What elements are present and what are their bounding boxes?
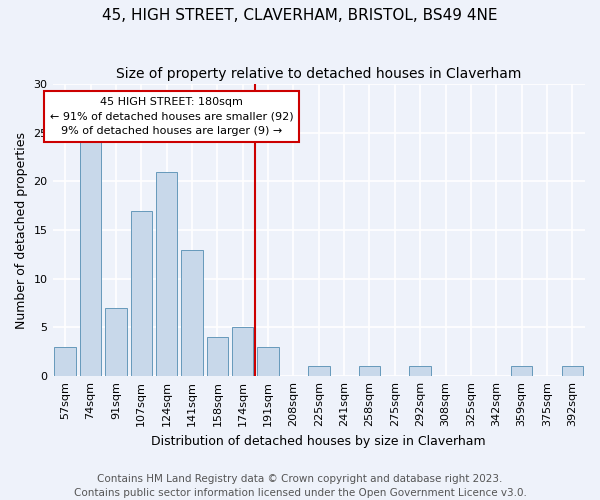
- X-axis label: Distribution of detached houses by size in Claverham: Distribution of detached houses by size …: [151, 434, 486, 448]
- Title: Size of property relative to detached houses in Claverham: Size of property relative to detached ho…: [116, 68, 521, 82]
- Bar: [257, 347, 279, 376]
- Bar: [55, 347, 76, 376]
- Bar: [562, 366, 583, 376]
- Bar: [308, 366, 329, 376]
- Bar: [80, 132, 101, 376]
- Bar: [105, 308, 127, 376]
- Bar: [511, 366, 532, 376]
- Bar: [359, 366, 380, 376]
- Bar: [409, 366, 431, 376]
- Bar: [156, 172, 178, 376]
- Text: Contains HM Land Registry data © Crown copyright and database right 2023.
Contai: Contains HM Land Registry data © Crown c…: [74, 474, 526, 498]
- Y-axis label: Number of detached properties: Number of detached properties: [15, 132, 28, 328]
- Text: 45, HIGH STREET, CLAVERHAM, BRISTOL, BS49 4NE: 45, HIGH STREET, CLAVERHAM, BRISTOL, BS4…: [102, 8, 498, 22]
- Text: 45 HIGH STREET: 180sqm
← 91% of detached houses are smaller (92)
9% of detached : 45 HIGH STREET: 180sqm ← 91% of detached…: [50, 96, 293, 136]
- Bar: [131, 210, 152, 376]
- Bar: [206, 337, 228, 376]
- Bar: [232, 328, 253, 376]
- Bar: [181, 250, 203, 376]
